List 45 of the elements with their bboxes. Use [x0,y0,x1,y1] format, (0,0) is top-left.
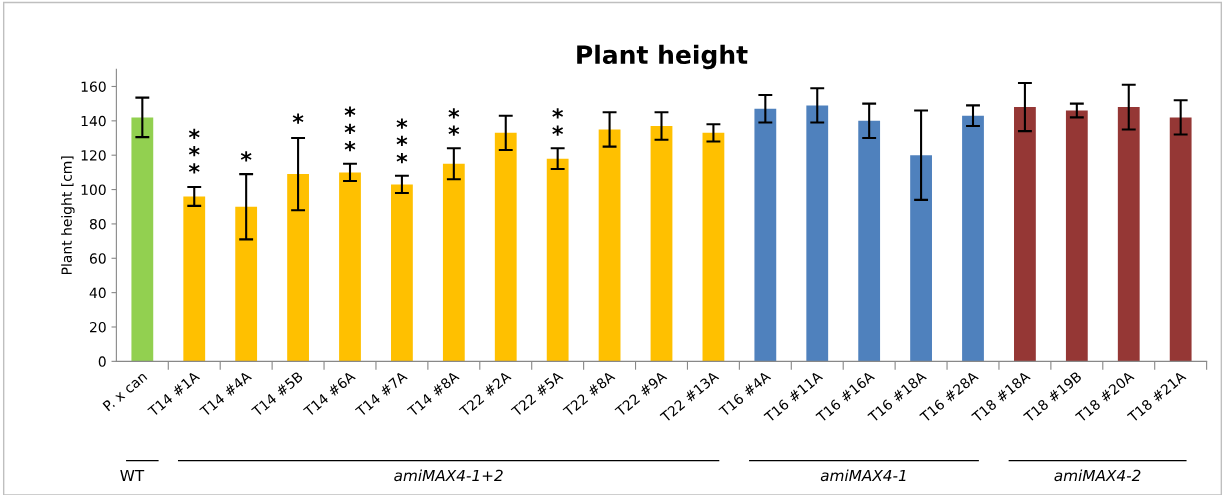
bar [391,184,413,362]
text: WT [120,469,145,482]
text: amiMAX4-1+2 [394,469,503,482]
bar [858,120,881,362]
annotation: * [240,151,252,162]
y-tick-label: 0 [98,356,106,367]
bar [183,196,206,362]
annotation: *** [188,128,200,174]
y-tick-label: 80 [89,218,106,230]
y-tick-label: 140 [81,115,106,127]
y-tick-label: 40 [89,287,106,299]
x-tick-label: T14 #6A [302,370,356,418]
bar [1065,110,1088,362]
bar [754,108,777,362]
bar [1117,107,1140,362]
bar [235,206,258,362]
bar [962,115,984,362]
bar [1014,107,1036,362]
bar [339,172,361,362]
bar [806,105,829,362]
text: amiMAX4-1 [820,469,906,482]
annotation: ** [448,108,460,136]
y-tick-label: 20 [90,321,106,333]
annotation: * ** [344,106,356,152]
y-tick-label: 100 [81,184,106,196]
annotation: * ** [396,118,408,164]
y-axis-title: Plant height [cm] [61,156,75,275]
bar [546,158,569,362]
chart-title: Plant height [577,44,748,70]
bar [598,129,621,362]
y-tick-label: 60 [89,253,106,264]
y-tick-label: 120 [81,150,106,161]
annotation: * [292,113,304,124]
x-tick-label: P. x can [102,371,148,412]
text: amiMAX4-2 [1054,469,1141,482]
bar [442,163,465,362]
bar [494,132,517,362]
bar [650,125,673,362]
bar [287,174,309,362]
annotation: * * [552,108,564,136]
y-tick-label: 160 [81,81,106,92]
bar [910,155,932,362]
bar [702,132,725,362]
bar [131,117,154,362]
bar [1169,117,1192,362]
